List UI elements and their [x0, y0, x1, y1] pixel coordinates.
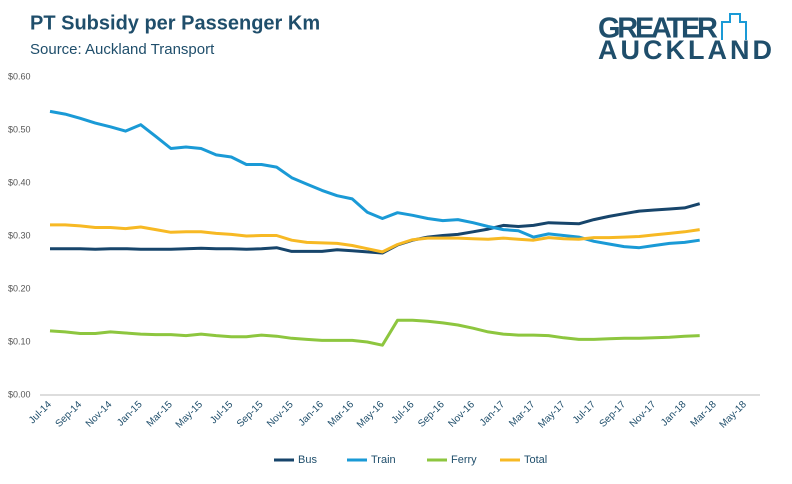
series-line — [49, 318, 700, 347]
series-line — [50, 202, 701, 255]
x-tick-label: Sep-17 — [598, 399, 629, 430]
x-tick-label: May-15 — [174, 399, 206, 431]
x-tick-label: Nov-14 — [84, 399, 115, 430]
x-tick-label: May-18 — [718, 399, 750, 431]
x-tick-label: Mar-18 — [689, 399, 719, 429]
legend-label: Ferry — [451, 454, 477, 466]
logo: GREATER AUCKLAND — [598, 13, 772, 65]
x-tick-label: Mar-17 — [507, 399, 537, 429]
x-tick-label: Jan-15 — [115, 399, 145, 429]
x-tick-label: Jan-16 — [297, 399, 327, 429]
x-tick-label: Jul-14 — [27, 399, 54, 426]
y-tick-label: $0.00 — [8, 389, 31, 399]
y-tick-label: $0.40 — [8, 177, 31, 187]
x-tick-label: Jul-16 — [390, 399, 417, 426]
logo-icon — [721, 13, 747, 40]
x-tick-label: Nov-17 — [628, 399, 659, 430]
y-tick-label: $0.20 — [8, 283, 31, 293]
x-tick-label: Jan-17 — [478, 399, 508, 429]
x-tick-label: Jul-17 — [571, 399, 598, 426]
logo-text: GREATER — [598, 13, 718, 45]
x-tick-label: May-17 — [536, 399, 568, 431]
y-tick-label: $0.10 — [8, 336, 31, 346]
x-tick-label: Jul-15 — [208, 399, 235, 426]
x-tick-label: Nov-15 — [265, 399, 296, 430]
x-tick-label: Nov-16 — [446, 399, 477, 430]
x-tick-label: Sep-15 — [235, 399, 266, 430]
series-line — [50, 223, 700, 254]
x-tick-label: Sep-14 — [54, 399, 85, 430]
y-tick-label: $0.50 — [8, 124, 31, 134]
x-tick-label: Mar-16 — [326, 399, 356, 429]
chart-title: PT Subsidy per Passenger Km — [30, 12, 320, 34]
legend-label: Total — [524, 454, 547, 466]
x-tick-label: Jan-18 — [659, 399, 689, 429]
x-tick-label: May-16 — [355, 399, 387, 431]
legend-label: Train — [371, 454, 396, 466]
chart-subtitle: Source: Auckland Transport — [30, 41, 215, 58]
legend-label: Bus — [298, 454, 317, 466]
x-tick-label: Mar-15 — [145, 399, 175, 429]
x-tick-label: Sep-16 — [416, 399, 447, 430]
y-tick-label: $0.30 — [8, 230, 31, 240]
series-line — [49, 109, 700, 250]
y-tick-label: $0.60 — [8, 71, 31, 81]
